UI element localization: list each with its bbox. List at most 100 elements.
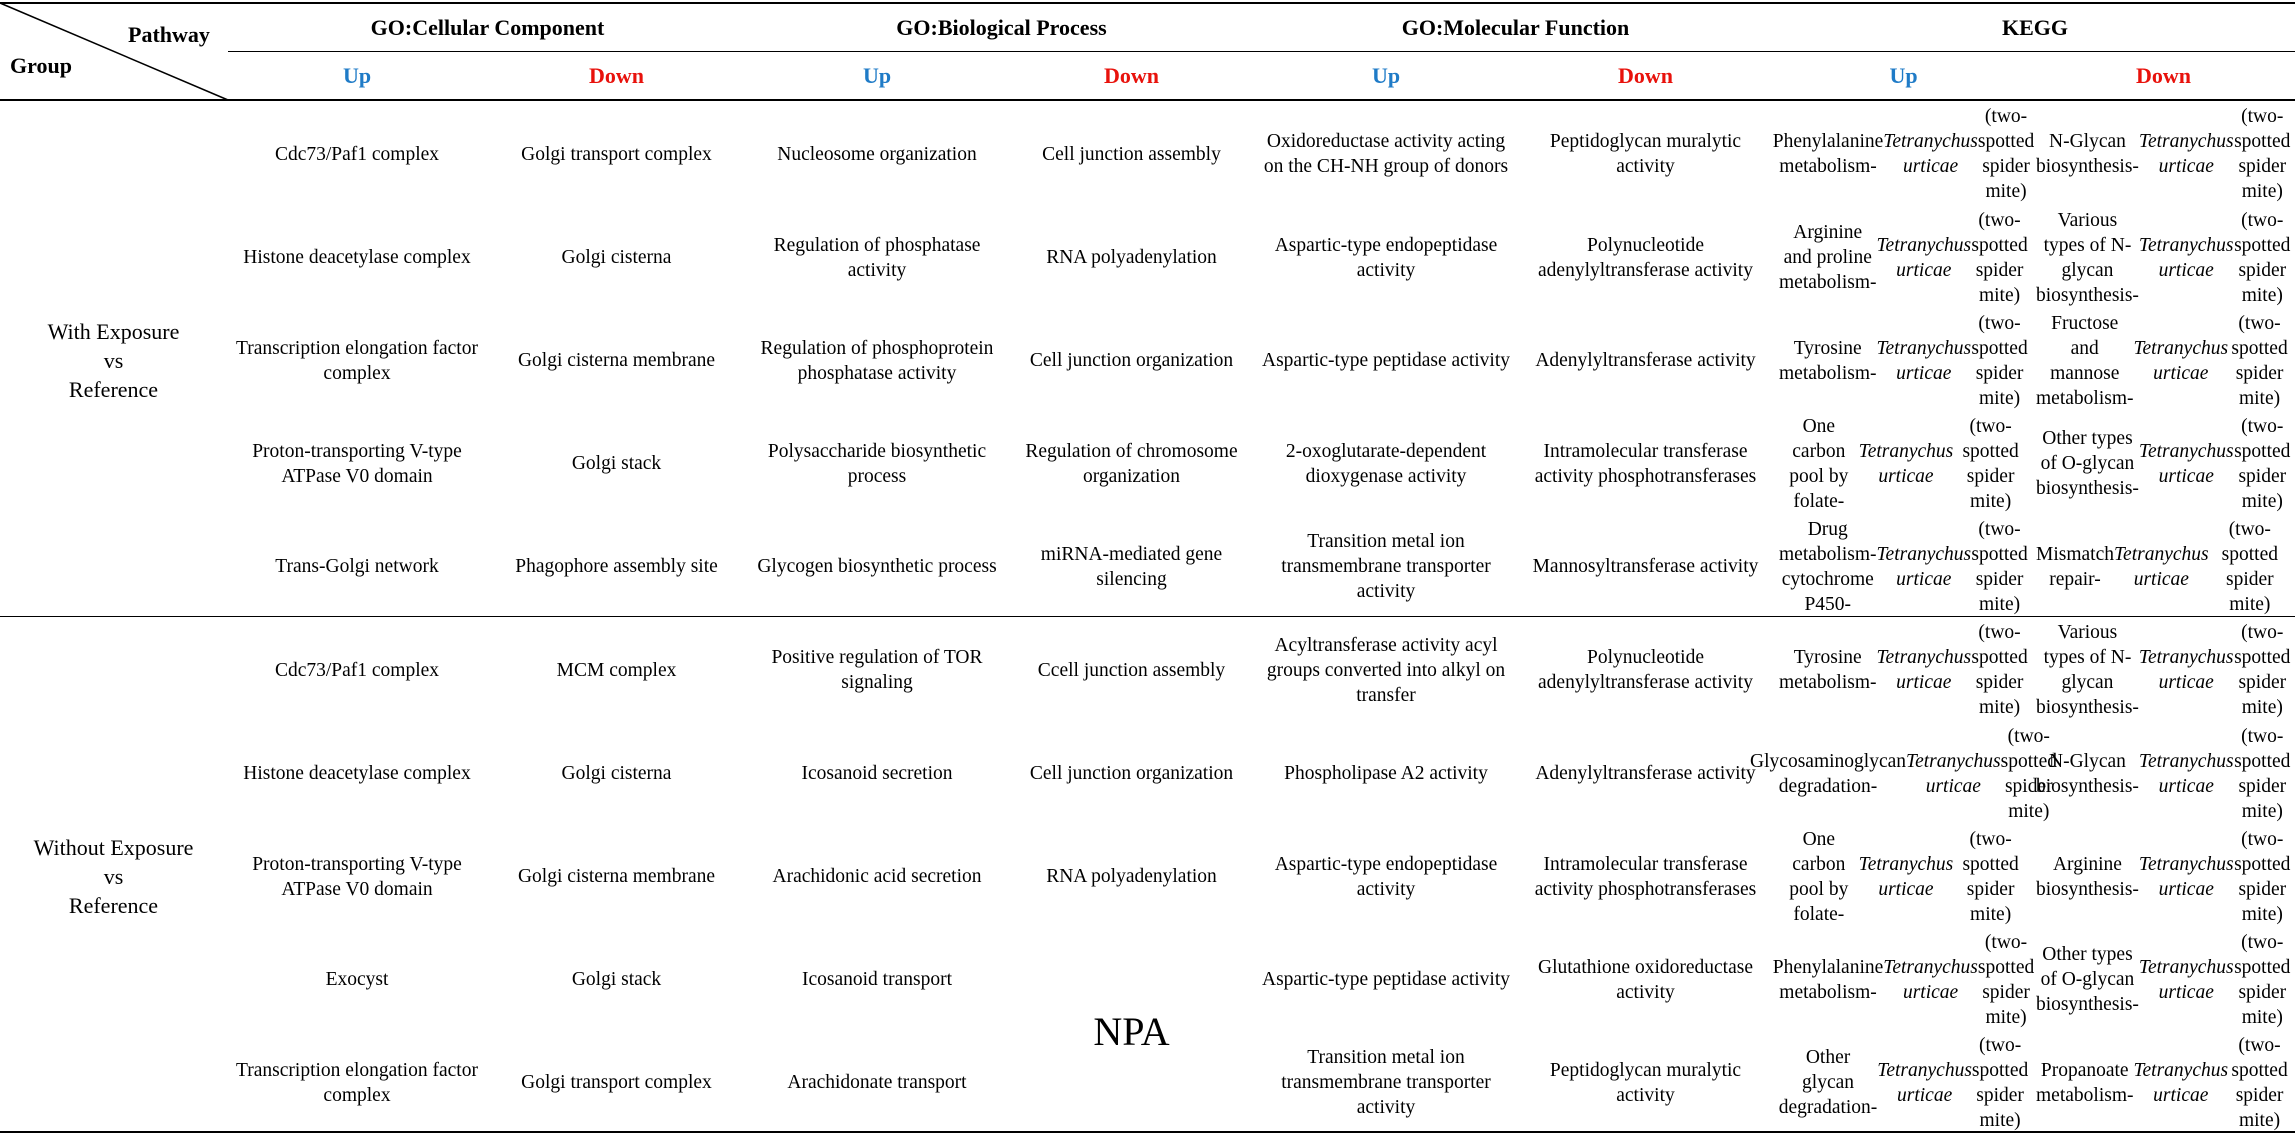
table-cell: Arachidonate transport <box>787 1072 967 1093</box>
table-cell: Other types of O-glycan biosynthesis- Tet… <box>2036 931 2291 1028</box>
table-cell: Adenylyltransferase activity <box>1535 350 1756 371</box>
table-cell: Histone deacetylase complex <box>243 763 471 784</box>
table-cell: Transcription elongation factor complex <box>236 337 478 384</box>
table-cell: Icosanoid transport <box>801 969 952 990</box>
group-label-line: vs <box>103 863 124 889</box>
table-cell: Various types of N-glycan biosynthesis- T… <box>2036 622 2291 718</box>
group-label-line: Reference <box>68 376 159 402</box>
table-cell: Transcription elongation factor complex <box>236 1059 478 1106</box>
bottom-rule <box>0 1131 2295 1133</box>
table-cell: Cell junction organization <box>1029 763 1234 784</box>
table-cell: Ccell junction assembly <box>1037 659 1226 681</box>
table-cell: Cell junction assembly <box>1042 143 1221 165</box>
table-cell: Oxidoreductase activity acting on the CH… <box>1263 131 1509 177</box>
up-header: Up <box>342 63 372 88</box>
table-cell: Fructose and mannose metabolism- Tetranyc… <box>2036 312 2288 409</box>
table-cell: Aspartic-type peptidase activity <box>1262 969 1510 990</box>
table-cell: Aspartic-type endopeptidase activity <box>1274 853 1498 900</box>
table-cell: Intramolecular transferase activity phos… <box>1534 853 1757 900</box>
up-header: Up <box>1371 63 1401 88</box>
table-cell: N-Glycan biosynthesis- Tetranychus urtica… <box>2036 106 2291 202</box>
table-cell: Mannosyltransferase activity <box>1532 556 1759 577</box>
table-cell: Peptidoglycan muralytic activity <box>1549 131 1742 177</box>
table-cell: One carbon pool by folate- Tetranychus ur… <box>1789 828 2019 925</box>
table-cell: Regulation of phosphoprotein phosphatase… <box>760 337 994 384</box>
table-cell: Arginine and proline metabolism- Tetranyc… <box>1779 209 2028 306</box>
group-label-line: Reference <box>68 892 159 918</box>
table-cell: Polysaccharide biosynthetic process <box>767 440 987 487</box>
table-cell: Acyltransferase activity acyl groups con… <box>1266 634 1506 706</box>
table-cell: Proton-transporting V-type ATPase V0 dom… <box>252 853 462 900</box>
table-cell: Glycogen biosynthetic process <box>757 556 997 577</box>
table-cell: 2-oxoglutarate-dependent dioxygenase act… <box>1285 440 1487 487</box>
table-cell: Regulation of phosphatase activity <box>773 234 981 281</box>
table-cell: RNA polyadenylation <box>1046 866 1217 887</box>
table-cell: miRNA-mediated gene silencing <box>1040 543 1223 590</box>
table-cell: Cdc73/Paf1 complex <box>274 143 440 165</box>
category-header: GO:Biological Process <box>896 15 1107 40</box>
table-cell: Golgi transport complex <box>521 1072 712 1093</box>
table-cell: Glycosaminoglycan degradation- Tetranychu… <box>1750 725 2057 822</box>
table-cell: Mismatch repair- Tetranychus urticae (two… <box>2036 518 2278 615</box>
table-cell: Golgi cisterna membrane <box>517 350 716 371</box>
npa-note: NPA <box>1093 1008 1170 1054</box>
down-header: Down <box>1617 63 1673 88</box>
table-cell: Phospholipase A2 activity <box>1284 763 1488 784</box>
table-cell: Golgi stack <box>571 453 662 474</box>
table-cell: Golgi cisterna membrane <box>517 866 716 887</box>
table-cell: Tyrosine metabolism- Tetranychus urticae … <box>1779 312 2028 409</box>
top-rule <box>0 2 2295 4</box>
table-cell: Golgi stack <box>571 969 662 990</box>
table-cell: Positive regulation of TOR signaling <box>771 647 983 693</box>
table-cell: Polynucleotide adenylyltransferase activ… <box>1538 647 1753 693</box>
pathway-label: Pathway <box>128 22 210 47</box>
table-cell: Phenylalanine metabolism- Tetranychus urt… <box>1772 106 2035 202</box>
down-header: Down <box>2135 63 2191 88</box>
table-cell: Peptidoglycan muralytic activity <box>1549 1059 1742 1106</box>
group-label-line: With Exposure <box>47 318 180 344</box>
down-header: Down <box>1103 63 1159 88</box>
group-divider-rule <box>0 616 2295 617</box>
table-cell: Tyrosine metabolism- Tetranychus urticae … <box>1779 622 2028 718</box>
table-cell: Various types of N-glycan biosynthesis- T… <box>2036 209 2291 306</box>
table-cell: Propanoate metabolism- Tetranychus urtica… <box>2036 1034 2288 1131</box>
category-header: GO:Molecular Function <box>1401 15 1630 40</box>
up-header: Up <box>862 63 892 88</box>
table-cell: MCM complex <box>556 659 677 681</box>
header-bottom-rule <box>0 99 2295 101</box>
table-cell: Proton-transporting V-type ATPase V0 dom… <box>252 440 462 487</box>
group-label: With Exposure vs Reference <box>0 102 227 618</box>
table-cell: Trans-Golgi network <box>275 556 439 577</box>
table-cell: Aspartic-type endopeptidase activity <box>1274 234 1498 281</box>
table-cell: N-Glycan biosynthesis- Tetranychus urtica… <box>2036 725 2291 822</box>
table-cell: One carbon pool by folate- Tetranychus ur… <box>1789 415 2019 512</box>
table-cell: Cell junction organization <box>1029 350 1234 371</box>
table-cell: Drug metabolism-cytochrome P450- Tetranyc… <box>1779 518 2028 615</box>
table-cell: Polynucleotide adenylyltransferase activ… <box>1538 234 1753 281</box>
group-label: Without Exposure vs Reference <box>0 618 227 1134</box>
table-cell: Cdc73/Paf1 complex <box>274 659 440 681</box>
table-cell: Transition metal ion transmembrane trans… <box>1281 531 1491 602</box>
table-cell: Golgi cisterna <box>561 763 672 784</box>
table-cell: Phagophore assembly site <box>515 556 718 577</box>
table-cell: RNA polyadenylation <box>1046 247 1217 268</box>
table-cell: Aspartic-type peptidase activity <box>1262 350 1510 371</box>
table-cell: Adenylyltransferase activity <box>1535 763 1756 784</box>
table-cell: Exocyst <box>325 969 389 990</box>
table-cell: Arginine biosynthesis- Tetranychus urtica… <box>2036 828 2291 925</box>
down-header: Down <box>588 63 644 88</box>
table-cell: Other glycan degradation- Tetranychus urt… <box>1778 1034 2029 1131</box>
table-cell: Nucleosome organization <box>777 143 977 165</box>
table-cell: Regulation of chromosome organization <box>1025 440 1238 487</box>
table-cell: Icosanoid secretion <box>801 763 953 784</box>
group-label-line: vs <box>103 347 124 373</box>
table-cell: Histone deacetylase complex <box>243 247 471 268</box>
table-cell: Phenylalanine metabolism- Tetranychus urt… <box>1772 931 2035 1028</box>
table-cell: Golgi cisterna <box>561 247 672 268</box>
table-cell: Transition metal ion transmembrane trans… <box>1281 1047 1491 1118</box>
subheader-rule <box>228 51 2295 52</box>
table-cell: Other types of O-glycan biosynthesis- Tet… <box>2036 415 2291 512</box>
table-cell: Intramolecular transferase activity phos… <box>1534 440 1757 487</box>
group-label: Group <box>10 53 72 78</box>
